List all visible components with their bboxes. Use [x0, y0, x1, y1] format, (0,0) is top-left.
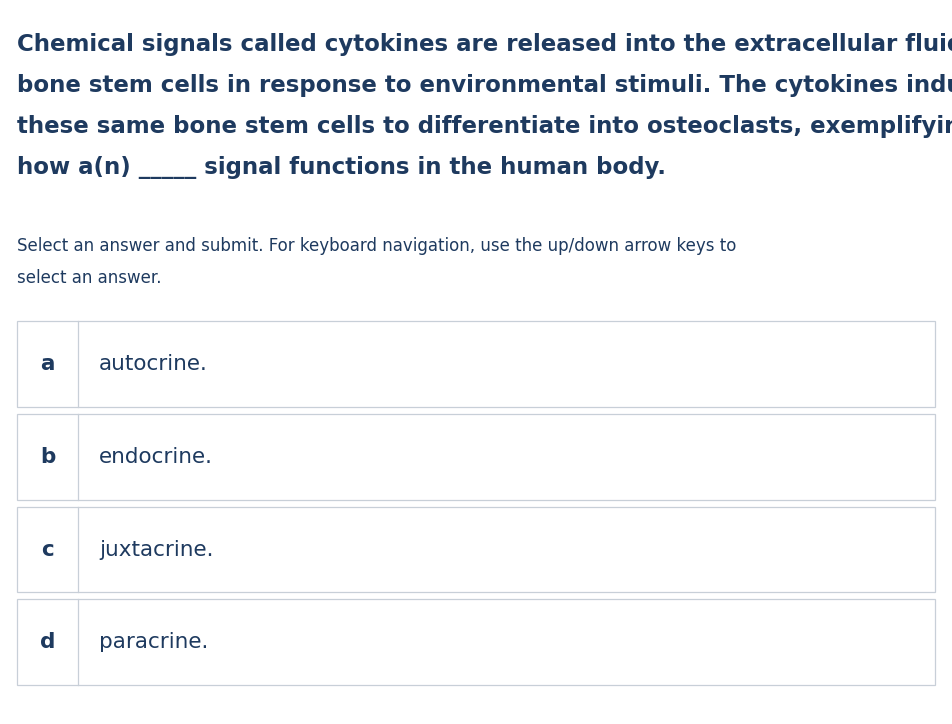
Text: Select an answer and submit. For keyboard navigation, use the up/down arrow keys: Select an answer and submit. For keyboar…: [17, 237, 737, 256]
Text: Chemical signals called cytokines are released into the extracellular fluid by: Chemical signals called cytokines are re…: [17, 33, 952, 56]
Bar: [17, 414, 935, 500]
Text: autocrine.: autocrine.: [99, 354, 208, 374]
Text: d: d: [40, 632, 55, 652]
Text: bone stem cells in response to environmental stimuli. The cytokines induce: bone stem cells in response to environme…: [17, 74, 952, 97]
Text: juxtacrine.: juxtacrine.: [99, 539, 213, 560]
Bar: [17, 507, 935, 592]
Text: these same bone stem cells to differentiate into osteoclasts, exemplifying: these same bone stem cells to differenti…: [17, 115, 952, 138]
Text: how a(n) _____ signal functions in the human body.: how a(n) _____ signal functions in the h…: [17, 156, 666, 180]
Text: paracrine.: paracrine.: [99, 632, 208, 652]
Bar: [17, 321, 935, 407]
Bar: [17, 599, 935, 685]
Text: select an answer.: select an answer.: [17, 269, 162, 287]
Text: c: c: [41, 539, 54, 560]
Text: b: b: [40, 447, 55, 467]
Text: a: a: [40, 354, 55, 374]
Text: endocrine.: endocrine.: [99, 447, 213, 467]
